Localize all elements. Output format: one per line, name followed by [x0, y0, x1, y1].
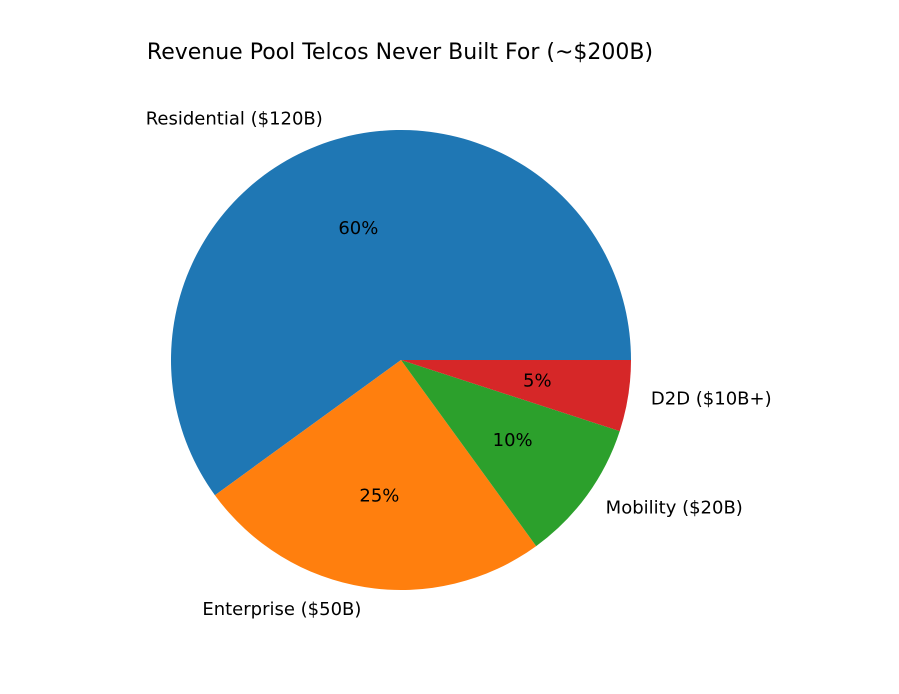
pct-label-mobility: 10%	[493, 430, 533, 451]
pie-slice-mobility	[401, 360, 620, 547]
pie-slice-enterprise	[214, 360, 537, 591]
pie-labels: Residential ($120B) 60% Enterprise ($50B) 2…	[146, 108, 772, 620]
pie-slices	[170, 129, 632, 591]
pct-label-d2d: 5%	[523, 371, 552, 392]
slice-label-mobility: Mobility ($20B)	[606, 498, 743, 519]
slice-label-residential: Residential ($120B)	[146, 108, 323, 129]
slice-label-d2d: D2D ($10B+)	[651, 389, 772, 410]
pct-label-residential: 60%	[338, 218, 378, 239]
pie-slice-d2d	[401, 360, 631, 432]
pct-label-enterprise: 25%	[359, 485, 399, 506]
slice-label-enterprise: Enterprise ($50B)	[202, 599, 361, 620]
pie-slice-residential	[170, 129, 632, 496]
chart-title: Revenue Pool Telcos Never Built For (~$2…	[147, 40, 653, 65]
